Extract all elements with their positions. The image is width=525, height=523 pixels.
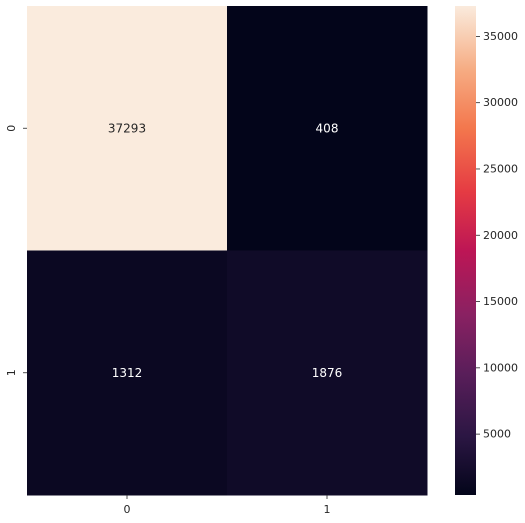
- heatmap-cell-labels: 37293 408 1312 1876: [108, 121, 342, 380]
- heatmap-cell-label-r0-c0: 37293: [108, 121, 146, 135]
- x-tick-label-1: 1: [324, 503, 331, 516]
- heatmap-cell-r0-c0: [27, 6, 228, 251]
- heatmap-cell-r0-c1: [227, 6, 428, 251]
- colorbar-tick-label-2: 15000: [483, 295, 518, 308]
- heatmap-cell-r1-c0: [27, 250, 228, 496]
- y-tick-label-0: 0: [5, 125, 18, 132]
- colorbar-tick-label-0: 5000: [483, 428, 511, 441]
- colorbar-gradient: [455, 6, 476, 495]
- heatmap-cell-label-r1-c1: 1876: [312, 366, 343, 380]
- heatmap-cell-label-r0-c1: 408: [316, 121, 339, 135]
- y-axis-ticks: 01: [5, 125, 27, 376]
- colorbar: [455, 6, 476, 495]
- colorbar-tick-label-3: 20000: [483, 229, 518, 242]
- heatmap-cell-label-r1-c0: 1312: [112, 366, 143, 380]
- colorbar-tick-label-1: 10000: [483, 361, 518, 374]
- colorbar-tick-label-4: 25000: [483, 162, 518, 175]
- y-tick-label-1: 1: [5, 369, 18, 376]
- x-tick-label-0: 0: [124, 503, 131, 516]
- heatmap-cells: [27, 6, 428, 496]
- colorbar-tick-label-5: 30000: [483, 96, 518, 109]
- colorbar-ticks: 5000 10000 15000 20000 25000 30000 35000: [476, 30, 518, 441]
- colorbar-tick-label-6: 35000: [483, 30, 518, 43]
- heatmap-cell-r1-c1: [227, 250, 428, 496]
